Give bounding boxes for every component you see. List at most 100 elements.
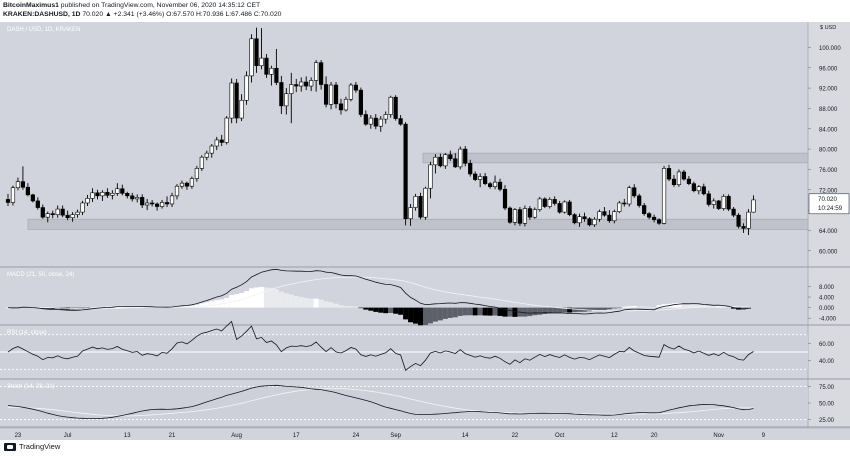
candle-up — [314, 62, 319, 81]
candle-down — [557, 203, 562, 213]
time-axis-label: 17 — [293, 433, 300, 439]
macd-histogram-bar — [353, 306, 359, 308]
macd-histogram-bar — [408, 307, 414, 323]
candle-up — [661, 168, 667, 224]
candle-down — [50, 213, 55, 215]
time-axis-label: Aug — [231, 433, 242, 439]
candle-up — [617, 202, 622, 212]
candle-down — [741, 226, 746, 229]
macd-histogram-bar — [452, 307, 458, 318]
resistance-zone — [422, 152, 809, 164]
macd-axis-tick-label: 8.000 — [819, 285, 835, 291]
candle-down — [25, 186, 30, 196]
candle-up — [249, 38, 254, 77]
candle-down — [497, 181, 503, 190]
price-axis-tick-label: 88.000 — [819, 107, 838, 113]
candle-down — [453, 158, 458, 168]
price-axis-tick-label: 60.000 — [819, 249, 838, 255]
price-axis-tick-label: 64.000 — [819, 229, 838, 235]
stoch-d-line — [7, 388, 754, 417]
time-axis-label: 24 — [353, 433, 360, 439]
candle-down — [304, 81, 309, 87]
time-axis-label: Jul — [64, 433, 72, 439]
macd-histogram-bar — [507, 307, 513, 317]
macd-histogram-bar — [681, 303, 687, 308]
candle-down — [20, 181, 26, 188]
last-price-badge — [808, 193, 850, 215]
candle-up — [309, 80, 314, 87]
candle-up — [512, 209, 518, 223]
macd-histogram-bar — [492, 307, 498, 316]
candle-up — [90, 192, 95, 199]
macd-histogram-bar — [472, 307, 478, 316]
tradingview-logo[interactable]: TradingView — [4, 442, 60, 451]
macd-histogram-bar — [323, 301, 329, 308]
candle-up — [239, 99, 244, 119]
publish-header: BitcoinMaximus1 published on TradingView… — [0, 0, 850, 22]
macd-histogram-bar — [144, 306, 150, 308]
macd-histogram-bar — [134, 306, 140, 308]
candle-down — [587, 218, 592, 226]
macd-histogram-bar — [283, 293, 289, 308]
macd-histogram-bar — [462, 307, 468, 316]
time-axis-label: Nov — [713, 433, 724, 439]
candle-up — [408, 207, 413, 220]
macd-axis-tick-label: 0.000 — [819, 306, 835, 312]
macd-histogram-bar — [591, 307, 597, 311]
macd-histogram-bar — [422, 307, 428, 326]
candle-down — [120, 188, 125, 194]
candle-down — [681, 171, 687, 180]
macd-histogram-bar — [457, 307, 463, 316]
macd-histogram-bar — [363, 307, 369, 310]
candle-up — [388, 96, 393, 115]
stoch-pane-title: Stoch (14, 28, 21) — [7, 384, 55, 390]
candle-up — [433, 156, 438, 166]
candle-down — [105, 191, 110, 196]
candle-up — [492, 181, 498, 187]
macd-histogram-bar — [656, 305, 662, 308]
macd-histogram-bar — [432, 307, 438, 322]
macd-histogram-bar — [542, 307, 548, 314]
macd-histogram-bar — [268, 287, 274, 308]
candle-down — [274, 67, 279, 83]
macd-histogram-bar — [696, 304, 702, 308]
candle-down — [363, 114, 368, 125]
macd-histogram-bar — [338, 305, 344, 308]
candle-down — [333, 84, 339, 105]
candle-down — [264, 57, 269, 75]
candle-up — [368, 117, 373, 125]
author-name[interactable]: BitcoinMaximus1 — [3, 2, 59, 9]
macd-histogram-bar — [318, 299, 324, 308]
macd-histogram-bar — [229, 294, 235, 308]
macd-histogram-bar — [437, 307, 443, 321]
macd-histogram-bar — [89, 307, 95, 308]
stoch-axis-tick-label: 25.00 — [819, 418, 835, 424]
candle-down — [656, 219, 662, 224]
macd-histogram-bar — [278, 291, 284, 308]
macd-histogram-bar — [676, 303, 682, 308]
candle-up — [15, 181, 21, 189]
time-axis-label: 13 — [124, 433, 131, 439]
macd-axis-tick-label: -4.000 — [819, 317, 837, 323]
candle-up — [169, 195, 175, 205]
candle-up — [115, 188, 120, 194]
candle-up — [70, 214, 75, 219]
macd-histogram-bar — [631, 306, 637, 308]
candle-up — [224, 117, 229, 143]
candle-down — [736, 214, 741, 227]
candle-down — [582, 216, 587, 220]
macd-histogram-bar — [626, 306, 632, 308]
candle-down — [95, 192, 100, 197]
macd-histogram-bar — [636, 306, 642, 308]
time-axis-label: 23 — [15, 433, 22, 439]
countdown-label: 10:24:59 — [818, 205, 843, 212]
candle-up — [174, 185, 180, 197]
candle-down — [184, 182, 190, 187]
macd-histogram-bar — [99, 306, 105, 308]
stoch-axis-tick-label: 50.00 — [819, 402, 835, 408]
macd-histogram-bar — [293, 295, 299, 308]
candle-down — [125, 193, 130, 197]
time-axis-label: Sep — [390, 433, 401, 439]
candle-up — [458, 148, 463, 168]
